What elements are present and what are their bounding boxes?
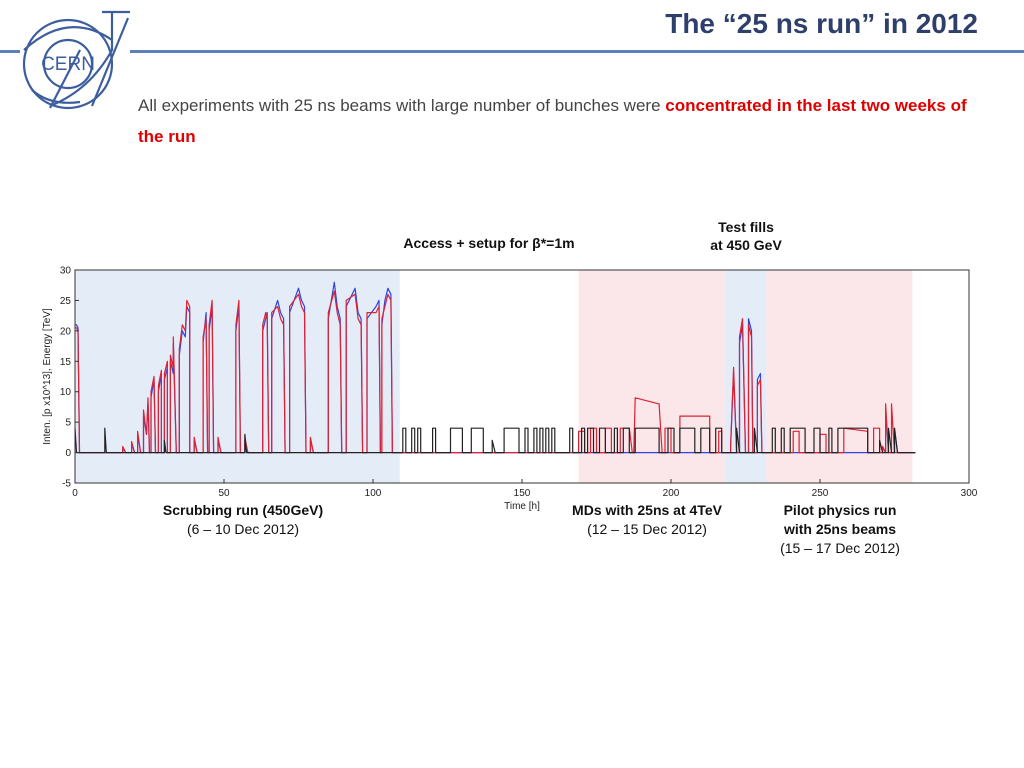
y-tick-label-0: 0: [65, 448, 71, 459]
shaded-region-3: [766, 270, 913, 483]
subtitle-highlight: concentrated in the last two weeks of th…: [138, 96, 967, 146]
x-tick-label-300: 300: [961, 488, 978, 499]
y-tick-label-15: 15: [60, 357, 72, 368]
annotation-pilot-line-1: with 25ns beams: [783, 521, 896, 537]
annotation-testfills-line-0: Test fills: [718, 219, 774, 235]
series-line-2: [74, 427, 916, 454]
annotation-testfills-line-1: at 450 GeV: [710, 237, 782, 253]
x-tick-label-100: 100: [365, 488, 382, 499]
y-axis-label: Inten. [p x10^13], Energy [TeV]: [42, 308, 53, 445]
annotation-access-line-0: Access + setup for β*=1m: [403, 235, 574, 251]
y-tick-label-25: 25: [60, 296, 72, 307]
y-tick-label--5: -5: [62, 479, 71, 490]
x-tick-label-150: 150: [514, 488, 531, 499]
annotation-mds-line-1: (12 – 15 Dec 2012): [587, 521, 707, 537]
shaded-region-1: [578, 270, 725, 483]
annotation-mds-line-0: MDs with 25ns at 4TeV: [572, 502, 723, 518]
annotation-pilot-line-2: (15 – 17 Dec 2012): [780, 540, 900, 556]
subtitle: All experiments with 25 ns beams with la…: [138, 90, 988, 152]
shaded-region-0: [75, 270, 400, 483]
x-axis-label: Time [h]: [504, 501, 540, 512]
cern-logo-text: CERN: [41, 54, 95, 75]
x-tick-label-200: 200: [663, 488, 680, 499]
subtitle-text: All experiments with 25 ns beams with la…: [138, 96, 666, 115]
y-tick-label-30: 30: [60, 266, 72, 277]
annotation-pilot-line-0: Pilot physics run: [784, 502, 897, 518]
x-tick-label-50: 50: [218, 488, 230, 499]
x-tick-label-0: 0: [72, 488, 78, 499]
y-tick-label-20: 20: [60, 326, 72, 337]
title-rule: [0, 50, 1024, 53]
cern-logo: CERN: [22, 10, 130, 110]
annotation-scrubbing-line-0: Scrubbing run (450GeV): [163, 502, 323, 518]
y-tick-label-10: 10: [60, 387, 72, 398]
x-tick-label-250: 250: [812, 488, 829, 499]
page-title: The “25 ns run” in 2012: [665, 8, 978, 39]
y-tick-label-5: 5: [65, 418, 71, 429]
annotation-scrubbing-line-1: (6 – 10 Dec 2012): [187, 521, 299, 537]
